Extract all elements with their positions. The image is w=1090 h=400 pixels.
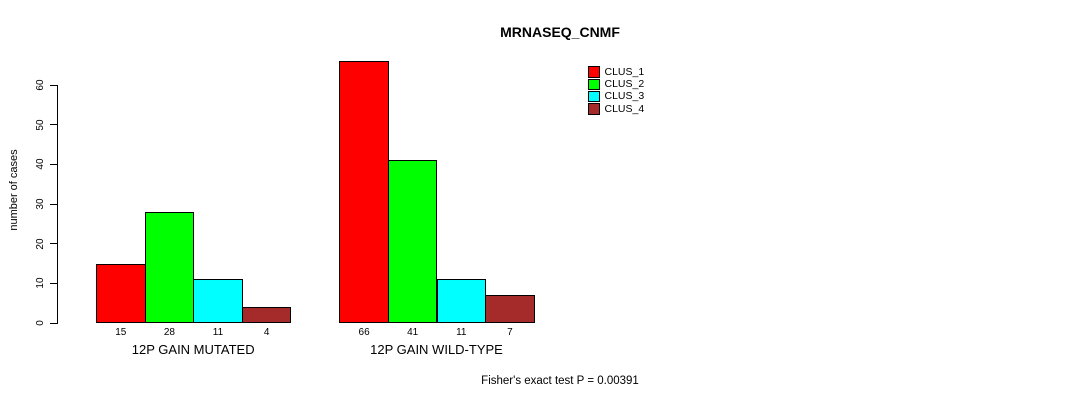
y-axis-tick xyxy=(50,243,57,245)
legend-color-swatch xyxy=(588,90,600,103)
chart-title: MRNASEQ_CNMF xyxy=(500,24,620,40)
bar-clus_1 xyxy=(96,263,146,323)
y-axis-tick xyxy=(50,124,57,126)
y-axis-tick-label: 30 xyxy=(35,198,46,210)
legend-color-swatch xyxy=(588,103,600,115)
bar-clus_2 xyxy=(387,160,438,323)
group-label: 12P GAIN MUTATED xyxy=(131,342,255,357)
bar-clus_4 xyxy=(241,307,292,323)
legend-item: CLUS_1 xyxy=(588,66,644,78)
legend-label: CLUS_4 xyxy=(604,102,645,115)
legend-label: CLUS_2 xyxy=(604,77,645,90)
y-axis-tick xyxy=(50,322,57,324)
legend-label: CLUS_1 xyxy=(604,65,645,78)
stat-test-note: Fisher's exact test P = 0.00391 xyxy=(481,375,639,387)
y-axis-tick-label: 0 xyxy=(35,320,46,326)
bar-clus_1 xyxy=(339,61,389,323)
y-axis-tick xyxy=(50,84,57,86)
y-axis-tick-label: 40 xyxy=(35,158,46,170)
bar-value-label: 41 xyxy=(407,326,419,338)
y-axis-line xyxy=(57,85,58,324)
bar-value-label: 4 xyxy=(263,326,270,338)
legend-item: CLUS_3 xyxy=(588,91,644,103)
y-axis-tick-label: 10 xyxy=(35,277,46,289)
bar-value-label: 11 xyxy=(456,326,467,338)
legend-item: CLUS_4 xyxy=(588,103,644,115)
bar-value-label: 11 xyxy=(212,326,224,338)
y-axis-tick-label: 20 xyxy=(35,238,46,250)
y-axis-label: number of cases xyxy=(8,149,20,231)
y-axis-tick xyxy=(50,163,57,165)
group-label: 12P GAIN WILD-TYPE xyxy=(370,342,503,357)
bar-clus_4 xyxy=(485,295,535,323)
y-axis-tick xyxy=(50,203,57,205)
bar-value-label: 66 xyxy=(358,326,370,338)
bar-clus_3 xyxy=(436,279,487,323)
legend: CLUS_1 CLUS_2 CLUS_3 CLUS_4 xyxy=(588,66,644,115)
legend-item: CLUS_2 xyxy=(588,77,645,91)
y-axis-tick-label: 60 xyxy=(35,79,46,91)
bar-value-label: 15 xyxy=(115,326,127,338)
bar-clus_3 xyxy=(193,279,243,323)
legend-label: CLUS_3 xyxy=(604,90,645,103)
bar-clus_2 xyxy=(144,211,195,323)
legend-color-swatch xyxy=(588,78,600,91)
y-axis-tick xyxy=(50,282,57,284)
bar-value-label: 28 xyxy=(163,326,175,338)
bar-value-label: 7 xyxy=(507,326,513,338)
y-axis-tick-label: 50 xyxy=(35,119,46,131)
legend-color-swatch xyxy=(588,66,600,78)
